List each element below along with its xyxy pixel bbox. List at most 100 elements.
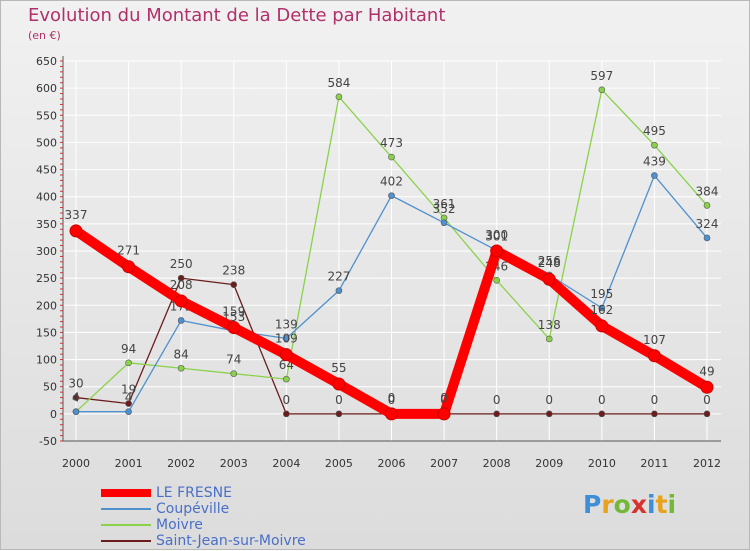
data-point	[647, 349, 661, 363]
data-label: 0	[703, 393, 711, 407]
data-label: 352	[433, 202, 456, 216]
data-point	[703, 202, 711, 209]
data-label: 55	[331, 361, 346, 375]
y-tick-label: 100	[36, 354, 57, 367]
data-label: 0	[388, 393, 396, 407]
data-point	[125, 408, 132, 415]
data-label: 0	[335, 393, 343, 407]
data-label: 227	[327, 270, 350, 284]
data-point	[490, 244, 504, 258]
data-point	[651, 141, 658, 149]
data-point	[598, 86, 606, 94]
y-tick-label: 300	[36, 245, 57, 258]
data-point	[72, 408, 80, 415]
data-point	[595, 319, 609, 333]
data-point	[177, 274, 185, 282]
proxiti-logo: Proxiti	[583, 490, 677, 519]
y-tick-label: 450	[36, 164, 57, 177]
data-point	[72, 394, 80, 401]
data-point	[174, 294, 188, 308]
data-point	[703, 410, 711, 418]
data-label: 94	[121, 342, 136, 356]
data-point	[335, 93, 343, 101]
data-label: 0	[283, 393, 291, 407]
x-tick-label: 2002	[167, 457, 195, 470]
legend-swatch	[101, 524, 151, 526]
data-label: 250	[170, 257, 193, 271]
legend-swatch	[101, 489, 151, 497]
data-point	[230, 281, 238, 288]
x-tick-label: 2003	[220, 457, 248, 470]
data-point	[493, 410, 500, 418]
data-label: 139	[275, 317, 298, 331]
data-point	[283, 335, 290, 342]
data-point	[177, 317, 185, 324]
data-label: 0	[440, 391, 448, 405]
x-tick-label: 2004	[272, 457, 300, 470]
y-tick-label: 150	[36, 326, 57, 339]
data-label: 238	[222, 264, 245, 278]
x-tick-label: 2010	[588, 457, 616, 470]
data-point	[440, 219, 448, 227]
chart-title: Evolution du Montant de la Dette par Hab…	[28, 5, 446, 26]
data-point	[230, 370, 238, 377]
y-tick-label: 50	[43, 381, 57, 394]
data-label: 107	[643, 333, 666, 347]
data-point	[279, 348, 293, 362]
data-label: 248	[538, 256, 561, 270]
x-tick-label: 2001	[115, 457, 143, 470]
data-label: 256	[538, 254, 561, 268]
data-label: 300	[485, 228, 508, 242]
data-label: 0	[493, 393, 501, 407]
legend-label: Saint-Jean-sur-Moivre	[156, 533, 306, 549]
data-point	[335, 410, 343, 418]
data-label: 162	[590, 303, 613, 317]
x-tick-label: 2005	[325, 457, 353, 470]
x-tick-label: 2011	[640, 457, 668, 470]
data-label: 19	[121, 383, 136, 397]
data-point	[335, 287, 343, 294]
data-label: 597	[590, 69, 613, 83]
legend-swatch	[101, 508, 151, 510]
data-point	[227, 321, 241, 335]
data-point	[598, 304, 606, 312]
data-point	[651, 410, 658, 418]
data-point	[283, 375, 290, 383]
data-label: 0	[545, 393, 553, 407]
y-tick-label: 0	[50, 408, 57, 421]
chart-subtitle: (en €)	[28, 29, 61, 42]
data-label: 208	[170, 278, 193, 292]
data-label: 0	[598, 393, 606, 407]
data-point	[598, 410, 606, 418]
data-point	[545, 335, 553, 343]
data-label: 4	[72, 391, 80, 405]
y-tick-label: 400	[36, 191, 57, 204]
data-label: 0	[651, 393, 659, 407]
legend-label: Coupéville	[156, 501, 230, 517]
data-label: 84	[174, 347, 189, 361]
x-tick-label: 2007	[430, 457, 458, 470]
data-point	[332, 377, 346, 391]
data-label: 301	[485, 229, 508, 243]
y-tick-label: 550	[36, 109, 57, 122]
data-label: 30	[68, 377, 83, 391]
data-point	[69, 224, 83, 238]
y-tick-label: 250	[36, 272, 57, 285]
data-label: 473	[380, 136, 403, 150]
data-point	[437, 407, 451, 421]
data-point	[703, 234, 711, 242]
data-label: 584	[327, 76, 350, 90]
data-label: 195	[590, 287, 613, 301]
data-label: 361	[433, 197, 456, 211]
x-tick-label: 2006	[378, 457, 406, 470]
data-point	[542, 272, 556, 286]
data-point	[700, 380, 714, 394]
data-point	[388, 192, 395, 199]
data-point	[651, 172, 658, 179]
legend-label: LE FRESNE	[156, 485, 232, 501]
y-tick-label: 500	[36, 136, 57, 149]
data-label: 4	[125, 391, 133, 405]
x-tick-label: 2009	[535, 457, 563, 470]
y-tick-label: 350	[36, 218, 57, 231]
